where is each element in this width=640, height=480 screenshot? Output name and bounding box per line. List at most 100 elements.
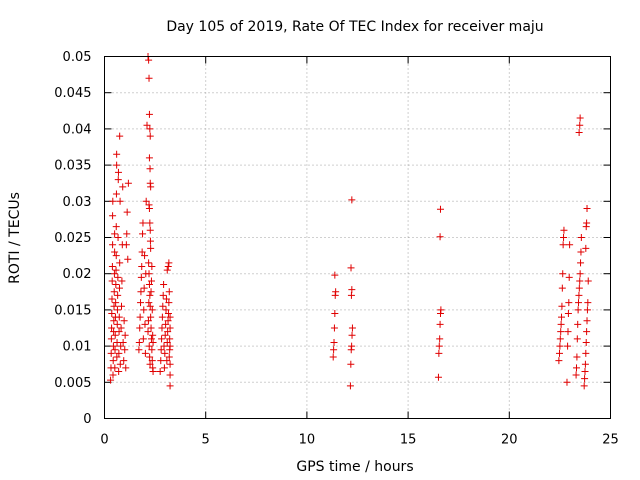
data-point: [110, 317, 118, 325]
data-point: [147, 183, 155, 191]
data-point: [113, 320, 121, 328]
data-point: [114, 291, 122, 299]
x-tick-label: 25: [602, 433, 619, 448]
data-point: [158, 324, 166, 332]
data-point: [559, 270, 567, 278]
data-point: [112, 190, 120, 198]
data-point: [109, 342, 117, 350]
data-point: [110, 302, 118, 310]
data-point: [436, 335, 444, 343]
data-point: [162, 306, 170, 314]
data-point: [162, 295, 170, 303]
data-point: [146, 353, 154, 361]
data-points: [107, 53, 592, 390]
data-point: [116, 360, 124, 368]
data-point: [113, 306, 121, 314]
data-point: [114, 176, 122, 184]
data-point: [165, 299, 173, 307]
grid-lines: [104, 56, 611, 419]
data-point: [115, 313, 123, 321]
y-tick-label: 0.045: [54, 86, 91, 101]
data-point: [163, 266, 171, 274]
data-point: [160, 364, 168, 372]
data-point: [158, 335, 166, 343]
data-point: [122, 364, 130, 372]
data-point: [147, 335, 155, 343]
data-point: [582, 244, 590, 252]
data-point: [113, 150, 121, 158]
data-point: [115, 328, 123, 336]
data-point: [347, 264, 355, 272]
data-point: [109, 212, 117, 220]
data-point: [114, 168, 122, 176]
data-point: [566, 241, 574, 249]
data-point: [108, 310, 116, 318]
data-point: [559, 241, 567, 249]
data-point: [436, 233, 444, 241]
data-point: [161, 349, 169, 357]
data-point: [116, 197, 124, 205]
data-point: [577, 259, 585, 267]
data-point: [576, 114, 584, 122]
data-point: [347, 360, 355, 368]
data-point: [573, 335, 581, 343]
data-point: [117, 342, 125, 350]
data-point: [164, 310, 172, 318]
y-tick-label: 0.03: [63, 195, 92, 210]
data-point: [330, 338, 338, 346]
data-point: [166, 371, 174, 379]
data-point: [120, 357, 128, 365]
data-point: [113, 161, 121, 169]
data-point: [574, 306, 582, 314]
data-point: [145, 342, 153, 350]
data-point: [166, 360, 174, 368]
data-point: [573, 353, 581, 361]
data-point: [558, 284, 566, 292]
data-point: [137, 299, 145, 307]
data-point: [146, 226, 154, 234]
data-point: [165, 353, 173, 361]
data-point: [572, 364, 580, 372]
data-point: [119, 338, 127, 346]
data-point: [117, 324, 125, 332]
data-point: [109, 371, 117, 379]
data-point: [137, 288, 145, 296]
data-point: [564, 342, 572, 350]
data-point: [576, 270, 584, 278]
y-tick-label: 0.005: [54, 376, 91, 391]
y-tick-label: 0.015: [54, 303, 91, 318]
data-point: [582, 349, 590, 357]
data-point: [118, 302, 126, 310]
data-point: [122, 241, 130, 249]
data-point: [111, 230, 119, 238]
data-point: [575, 299, 583, 307]
data-point: [575, 291, 583, 299]
data-point: [583, 219, 591, 227]
data-point: [164, 317, 172, 325]
data-point: [565, 273, 573, 281]
data-point: [111, 346, 119, 354]
data-point: [145, 270, 153, 278]
data-point: [147, 277, 155, 285]
data-point: [583, 328, 591, 336]
data-point: [434, 373, 442, 381]
data-point: [109, 241, 117, 249]
data-point: [158, 313, 166, 321]
data-point: [163, 338, 171, 346]
data-point: [146, 291, 154, 299]
data-point: [141, 320, 149, 328]
x-tick-label: 15: [400, 433, 417, 448]
data-point: [148, 262, 156, 270]
data-point: [146, 360, 154, 368]
data-point: [145, 259, 153, 267]
data-point: [146, 165, 154, 173]
data-point: [556, 335, 564, 343]
data-point: [107, 349, 115, 357]
data-point: [332, 288, 340, 296]
data-point: [166, 324, 174, 332]
data-point: [574, 320, 582, 328]
data-point: [165, 288, 173, 296]
data-point: [145, 299, 153, 307]
data-point: [149, 367, 157, 375]
data-point: [348, 342, 356, 350]
